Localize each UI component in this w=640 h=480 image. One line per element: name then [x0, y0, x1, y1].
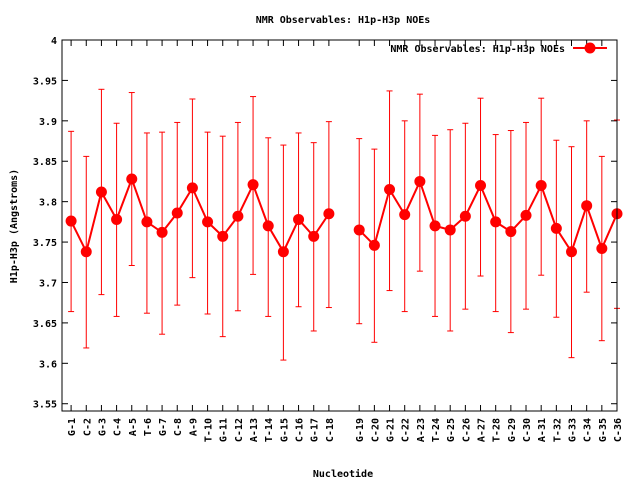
- x-tick-label: C-18: [325, 418, 336, 442]
- x-tick-label: G-1: [67, 418, 78, 436]
- series-line: [358, 178, 618, 255]
- data-point: [217, 230, 229, 242]
- data-point: [232, 210, 244, 222]
- data-marks: [65, 88, 623, 361]
- y-tick-label: 3.55: [33, 400, 57, 411]
- data-point: [247, 179, 259, 191]
- x-axis-label: Nucleotide: [313, 468, 373, 480]
- data-point: [353, 224, 365, 236]
- data-point: [459, 210, 471, 222]
- data-point: [277, 246, 289, 258]
- x-tick-label: C-16: [295, 418, 306, 442]
- y-axis-label: H1p-H3p (Angstroms): [9, 169, 20, 283]
- x-tick-label: T-6: [143, 418, 154, 436]
- data-point: [308, 230, 320, 242]
- x-tick-label: C-20: [370, 418, 381, 442]
- y-tick-label: 3.75: [33, 238, 57, 249]
- data-point: [126, 173, 138, 185]
- x-tick-label: A-9: [188, 418, 199, 436]
- data-point: [535, 179, 547, 191]
- data-point: [65, 215, 77, 227]
- y-tick-label: 3.7: [39, 278, 57, 289]
- y-tick-label: 4: [51, 36, 57, 47]
- x-tick-label: C-8: [173, 418, 184, 436]
- x-tick-label: C-2: [82, 418, 93, 436]
- y-tick-label: 3.8: [39, 198, 57, 209]
- x-tick-label: A-23: [416, 418, 427, 442]
- data-point: [475, 179, 487, 191]
- x-tick-label: G-19: [355, 418, 366, 442]
- x-tick-label: G-35: [598, 418, 609, 442]
- data-point: [80, 246, 92, 258]
- series-line: [70, 176, 330, 255]
- data-point: [581, 200, 593, 212]
- data-point: [596, 243, 608, 255]
- x-tick-label: C-30: [522, 418, 533, 442]
- data-point: [429, 220, 441, 232]
- x-tick-label: T-24: [431, 418, 442, 442]
- x-tick-label: A-5: [128, 418, 139, 436]
- x-tick-label: G-3: [97, 418, 108, 436]
- x-tick-label: G-17: [310, 418, 321, 442]
- x-tick-label: C-4: [113, 418, 124, 436]
- x-tick-label: C-12: [234, 418, 245, 442]
- x-tick-label: G-33: [568, 418, 579, 442]
- data-point: [520, 209, 532, 221]
- x-tick-label: C-26: [461, 418, 472, 442]
- data-point: [368, 239, 380, 251]
- x-tick-label: A-27: [477, 418, 488, 442]
- x-tick-label: G-7: [158, 418, 169, 436]
- legend-marker: [584, 42, 596, 54]
- data-point: [550, 222, 562, 234]
- data-point: [111, 213, 123, 225]
- data-point: [444, 224, 456, 236]
- data-point: [566, 246, 578, 258]
- legend-label: NMR Observables: H1p-H3p NOEs: [390, 44, 565, 55]
- data-point: [323, 208, 335, 220]
- y-tick-label: 3.85: [33, 157, 57, 168]
- data-point: [95, 186, 107, 198]
- x-tick-label: G-29: [507, 418, 518, 442]
- data-point: [414, 175, 426, 187]
- data-point: [505, 226, 517, 238]
- x-tick-label: A-13: [249, 418, 260, 442]
- x-tick-label: T-28: [492, 418, 503, 442]
- x-tick-label: G-11: [219, 418, 230, 442]
- y-tick-label: 3.9: [39, 117, 57, 128]
- x-tick-label: G-21: [386, 418, 397, 442]
- legend: NMR Observables: H1p-H3p NOEs: [390, 42, 607, 55]
- x-tick-label: T-10: [204, 418, 215, 442]
- data-point: [171, 207, 183, 219]
- data-point: [293, 213, 305, 225]
- x-tick-label: C-36: [613, 418, 624, 442]
- data-point: [202, 216, 214, 228]
- x-tick-label: G-25: [446, 418, 457, 442]
- axis-ticks: 3.55 3.6 3.65 3.7 3.75 3.8 3.85 3.9 3.95 4 G-1 C-2 G…: [33, 36, 624, 442]
- y-tick-label: 3.6: [39, 359, 57, 370]
- x-tick-label: C-34: [583, 418, 594, 442]
- x-tick-label: T-32: [552, 418, 563, 442]
- data-point: [186, 182, 198, 194]
- x-tick-label: C-22: [401, 418, 412, 442]
- x-tick-label: T-14: [264, 418, 275, 442]
- chart-title: NMR Observables: H1p-H3p NOEs: [256, 15, 431, 26]
- y-tick-label: 3.65: [33, 319, 57, 330]
- data-point: [384, 184, 396, 196]
- data-point: [399, 209, 411, 221]
- data-point: [156, 226, 168, 238]
- data-point: [490, 216, 502, 228]
- plot-frame: [61, 39, 618, 412]
- x-tick-label: G-15: [279, 418, 290, 442]
- data-point: [262, 220, 274, 232]
- x-tick-label: A-31: [537, 418, 548, 442]
- y-tick-label: 3.95: [33, 76, 57, 87]
- data-point: [141, 216, 153, 228]
